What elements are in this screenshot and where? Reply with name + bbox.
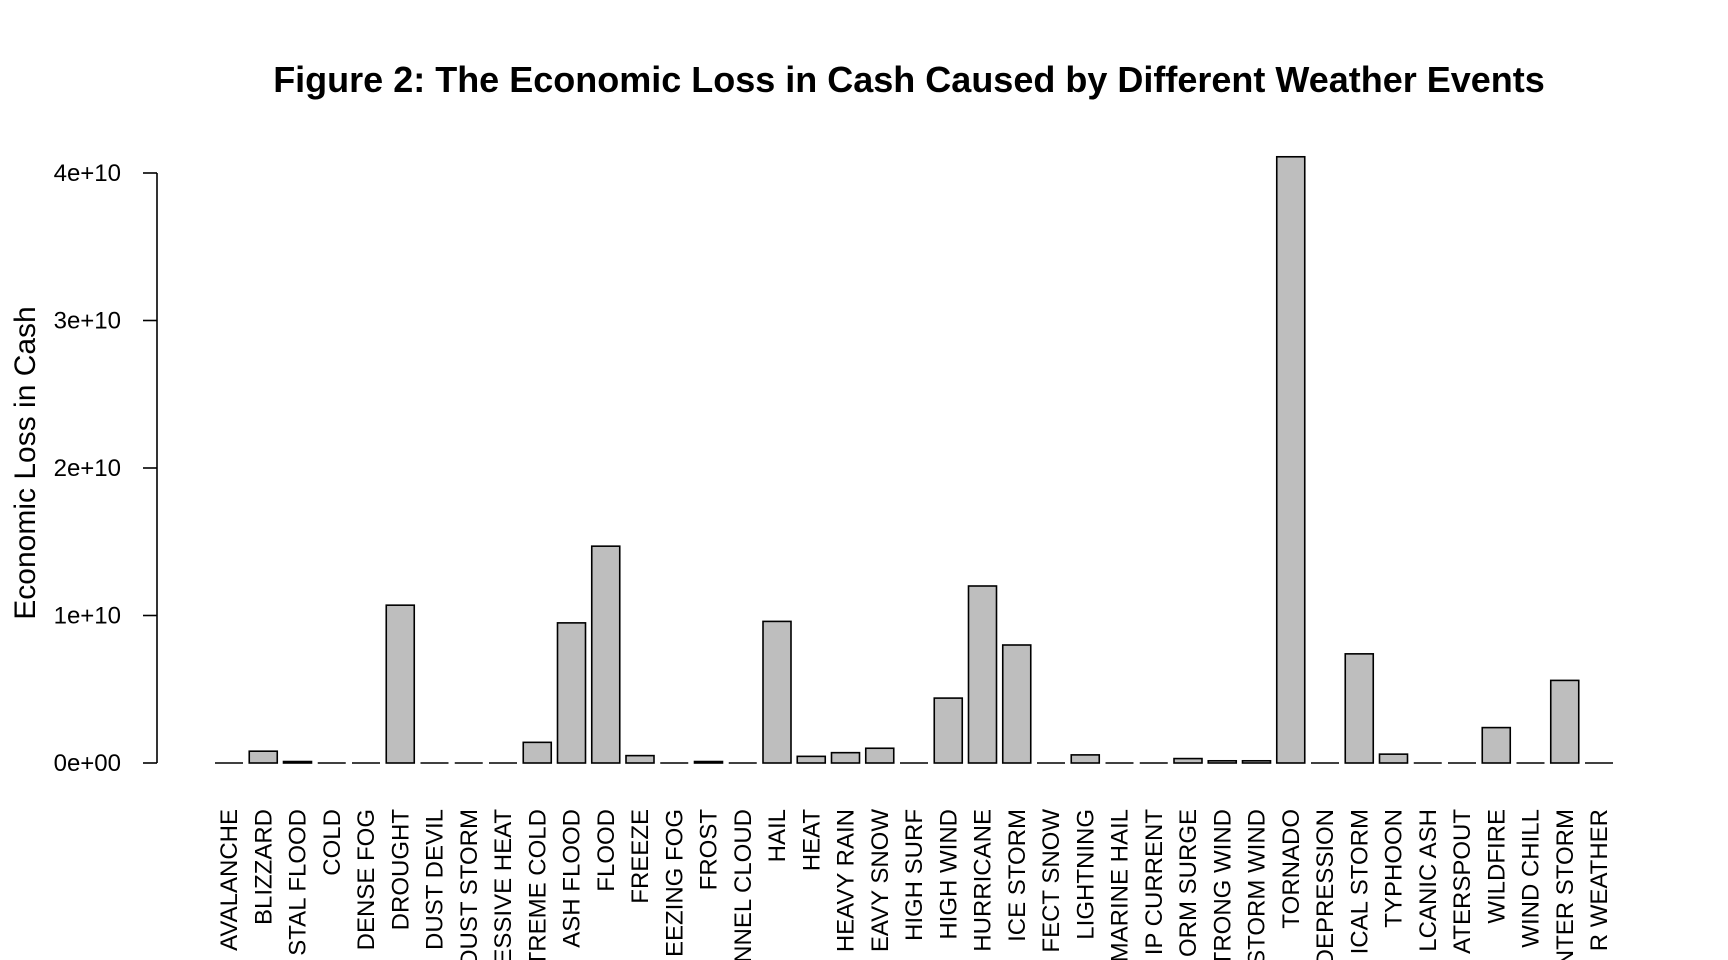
bar [522, 741, 553, 764]
x-tick-label: HIGH SURF [901, 809, 928, 941]
y-axis-label: Economic Loss in Cash [9, 306, 42, 619]
x-tick-label: TORNADO [1278, 809, 1305, 929]
x-tick-label: ICE STORM [1004, 809, 1031, 942]
bar [385, 604, 416, 764]
x-tick-label: STAL FLOOD [285, 809, 312, 956]
x-tick-label: DENSE FOG [353, 809, 380, 950]
x-tick-label: EAVY SNOW [867, 809, 894, 952]
x-tick-label: ICAL STORM [1346, 809, 1373, 954]
x-tick-label: DROUGHT [387, 809, 414, 931]
x-tick-label: ASH FLOOD [559, 809, 586, 948]
x-tick-label: STORM WIND [1244, 809, 1271, 960]
bar [693, 760, 724, 764]
x-tick-label: EEZING FOG [661, 809, 688, 957]
bar [1207, 759, 1238, 764]
x-tick-label: WIND CHILL [1518, 809, 1545, 948]
bar [625, 754, 655, 764]
bar [1173, 757, 1203, 764]
x-tick-label: LIGHTNING [1072, 809, 1099, 940]
x-tick-label: WILDFIRE [1483, 809, 1510, 924]
x-tick-label: NNEL CLOUD [730, 809, 757, 960]
x-tick-label: DEPRESSION [1312, 809, 1339, 960]
x-tick-label: DUST STORM [456, 809, 483, 960]
bar [762, 620, 792, 764]
bar [1549, 679, 1580, 764]
bar [1001, 644, 1032, 764]
y-tick-label: 3e+10 [54, 308, 121, 335]
bar [1378, 753, 1409, 764]
bar [864, 747, 895, 764]
x-tick-label: FECT SNOW [1038, 809, 1065, 953]
x-tick-label: ORM SURGE [1175, 809, 1202, 957]
bar [590, 545, 621, 764]
x-tick-label: MARINE HAIL [1107, 809, 1134, 960]
x-tick-label: TRONG WIND [1209, 809, 1236, 960]
x-tick-label: ESSIVE HEAT [490, 809, 517, 960]
x-tick-label: HAIL [764, 809, 791, 862]
y-tick-label: 4e+10 [54, 160, 121, 187]
x-tick-label: FLOOD [593, 809, 620, 892]
y-tick-label: 1e+10 [54, 603, 121, 630]
bar [1344, 653, 1375, 764]
bars [215, 155, 1613, 764]
x-tick-label: AVALANCHE [216, 809, 243, 951]
x-tick-label: IP CURRENT [1141, 809, 1168, 956]
bar [933, 697, 964, 764]
x-tick-label: COLD [319, 809, 346, 876]
x-tick-label: DUST DEVIL [422, 809, 449, 950]
x-tick-label: FROST [696, 809, 723, 891]
x-tick-label: HEAT [798, 809, 825, 872]
bar [796, 755, 827, 764]
x-tick-label: HEAVY RAIN [833, 809, 860, 952]
x-tick-label: LCANIC ASH [1415, 809, 1442, 952]
x-tick-label: TREME COLD [524, 809, 551, 960]
x-axis-labels: AVALANCHE BLIZZARD STAL FLOOD COLD DENSE FOG… [216, 809, 1613, 960]
x-tick-label: HURRICANE [970, 809, 997, 952]
x-tick-label: NTER STORM [1552, 809, 1579, 960]
x-tick-label: TYPHOON [1381, 809, 1408, 928]
chart-title: Figure 2: The Economic Loss in Cash Caus… [273, 59, 1545, 100]
x-tick-label: ATERSPOUT [1449, 809, 1476, 954]
y-tick-label: 0e+00 [54, 750, 121, 777]
bar [1275, 155, 1306, 764]
bar [830, 751, 861, 764]
bar [1481, 726, 1512, 764]
x-tick-label: R WEATHER [1586, 809, 1613, 951]
bar [248, 750, 279, 764]
bar [967, 585, 998, 764]
x-tick-label: HIGH WIND [935, 809, 962, 940]
y-axis: 0e+00 1e+10 2e+10 3e+10 4e+10 [54, 160, 158, 777]
bar [556, 622, 587, 764]
bar [1241, 759, 1272, 764]
bar [1070, 754, 1101, 764]
x-tick-label: BLIZZARD [250, 809, 277, 925]
bar [282, 760, 313, 764]
x-tick-label: FREEZE [627, 809, 654, 904]
y-tick-label: 2e+10 [54, 455, 121, 482]
